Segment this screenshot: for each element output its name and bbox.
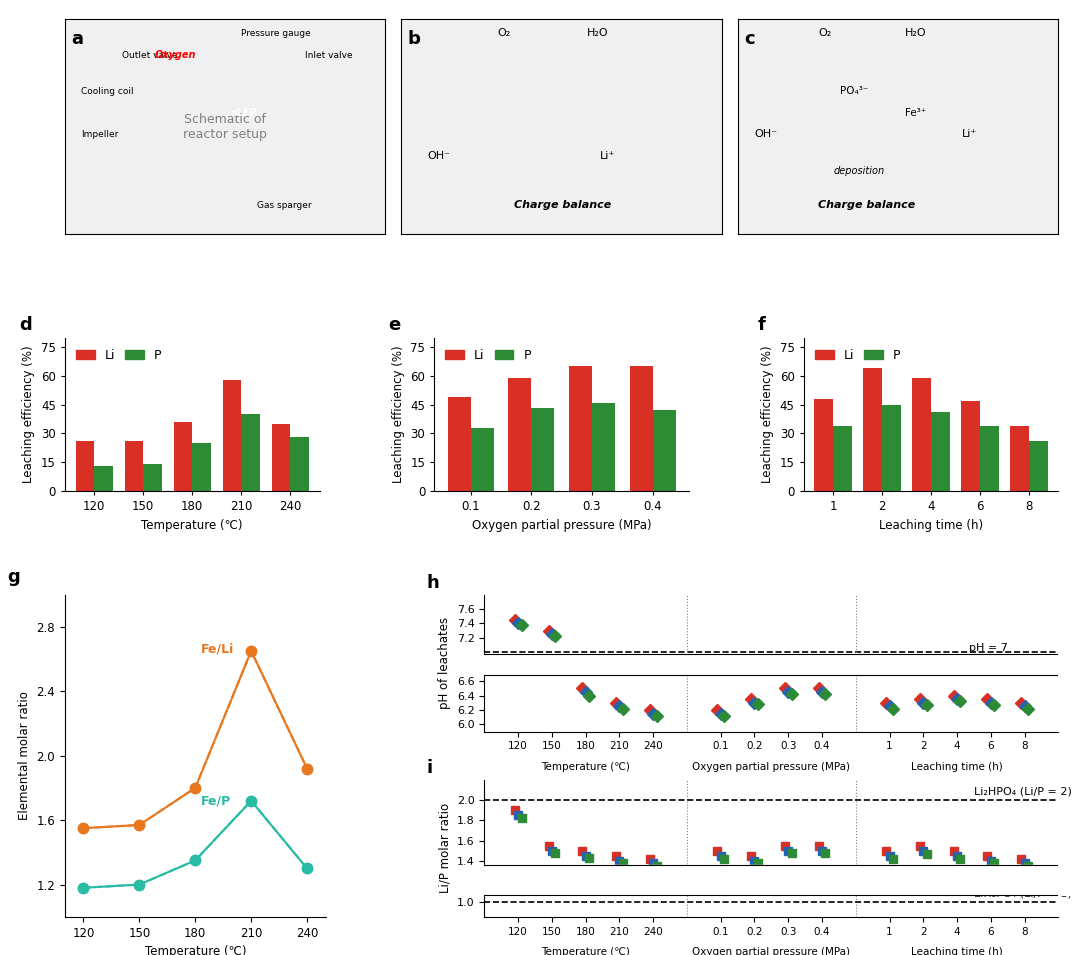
Text: pH = 7: pH = 7: [969, 643, 1008, 653]
Bar: [569, 367, 592, 491]
X-axis label: Leaching time (h): Leaching time (h): [879, 519, 983, 532]
Y-axis label: Elemental molar ratio: Elemental molar ratio: [17, 691, 30, 820]
Text: H₂O: H₂O: [905, 29, 927, 38]
Text: Impeller: Impeller: [81, 130, 118, 139]
Text: a: a: [71, 30, 83, 48]
Bar: [531, 409, 554, 491]
X-axis label: Temperature (℃): Temperature (℃): [141, 519, 243, 532]
Bar: [174, 422, 192, 491]
Text: h: h: [427, 574, 440, 592]
Bar: [241, 414, 260, 491]
Legend: Li, P: Li, P: [810, 344, 905, 367]
Text: Temperature (℃): Temperature (℃): [541, 947, 630, 955]
Text: d: d: [19, 316, 31, 334]
X-axis label: Temperature (℃): Temperature (℃): [145, 945, 246, 955]
Legend: Li, P: Li, P: [441, 344, 536, 367]
Y-axis label: Leaching efficiency (%): Leaching efficiency (%): [23, 346, 36, 483]
Bar: [509, 378, 531, 491]
Bar: [652, 411, 676, 491]
Text: Pressure gauge: Pressure gauge: [241, 30, 311, 38]
Bar: [833, 426, 852, 491]
Text: Temperature (℃): Temperature (℃): [541, 762, 630, 772]
Text: e: e: [389, 316, 401, 334]
Text: Outlet valve: Outlet valve: [122, 51, 178, 60]
Bar: [192, 443, 211, 491]
Text: Leaching time (h): Leaching time (h): [912, 762, 1003, 772]
Text: Fe/Li: Fe/Li: [201, 643, 233, 655]
Text: b: b: [408, 30, 420, 48]
Text: Leaching time (h): Leaching time (h): [912, 947, 1003, 955]
Bar: [882, 405, 901, 491]
Text: sLFP: sLFP: [231, 108, 257, 117]
Text: Fe³⁺: Fe³⁺: [905, 108, 926, 117]
X-axis label: Oxygen partial pressure (MPa): Oxygen partial pressure (MPa): [472, 519, 651, 532]
Text: Gas sparger: Gas sparger: [257, 202, 312, 210]
Text: OH⁻: OH⁻: [754, 129, 777, 139]
Bar: [863, 369, 882, 491]
Text: Schematic of
reactor setup: Schematic of reactor setup: [184, 113, 267, 140]
Y-axis label: Li/P molar ratio: Li/P molar ratio: [438, 803, 451, 893]
Text: Li₂HPO₄ (Li/P = 2): Li₂HPO₄ (Li/P = 2): [974, 787, 1071, 796]
Bar: [931, 413, 949, 491]
Text: Li⁺: Li⁺: [600, 151, 616, 160]
Text: Li⁺: Li⁺: [962, 129, 977, 139]
Text: Inlet valve: Inlet valve: [306, 51, 353, 60]
Bar: [471, 428, 494, 491]
Bar: [271, 424, 291, 491]
Text: OH⁻: OH⁻: [427, 151, 450, 160]
Text: Oxygen partial pressure (MPa): Oxygen partial pressure (MPa): [692, 947, 850, 955]
Bar: [1029, 441, 1048, 491]
Bar: [913, 378, 931, 491]
Text: g: g: [8, 567, 21, 585]
Text: PO₄³⁻: PO₄³⁻: [840, 86, 868, 96]
Text: Fe/P: Fe/P: [201, 794, 231, 807]
Bar: [961, 401, 980, 491]
Bar: [94, 466, 112, 491]
Text: O₂: O₂: [498, 29, 511, 38]
Text: Cooling coil: Cooling coil: [81, 87, 134, 96]
Bar: [144, 464, 162, 491]
Bar: [814, 399, 833, 491]
Text: Charge balance: Charge balance: [818, 201, 915, 210]
Text: Charge balance: Charge balance: [513, 201, 611, 210]
Bar: [1011, 426, 1029, 491]
Bar: [222, 380, 241, 491]
Bar: [980, 426, 999, 491]
Text: LiH₂PO₄ (Li/P = 1): LiH₂PO₄ (Li/P = 1): [974, 888, 1071, 899]
Text: c: c: [744, 30, 755, 48]
Text: i: i: [427, 759, 433, 776]
Y-axis label: Leaching efficiency (%): Leaching efficiency (%): [761, 346, 774, 483]
Y-axis label: pH of leachates: pH of leachates: [438, 617, 451, 710]
Legend: Li, P: Li, P: [71, 344, 166, 367]
Bar: [630, 367, 652, 491]
Text: Oxygen: Oxygen: [154, 50, 197, 60]
Bar: [592, 403, 615, 491]
Bar: [124, 441, 144, 491]
Y-axis label: Leaching efficiency (%): Leaching efficiency (%): [392, 346, 405, 483]
Text: O₂: O₂: [818, 29, 832, 38]
Text: H₂O: H₂O: [588, 29, 609, 38]
Text: f: f: [758, 316, 766, 334]
Bar: [447, 397, 471, 491]
Text: deposition: deposition: [834, 166, 886, 176]
Bar: [76, 441, 94, 491]
Text: Oxygen partial pressure (MPa): Oxygen partial pressure (MPa): [692, 762, 850, 772]
Bar: [291, 437, 309, 491]
